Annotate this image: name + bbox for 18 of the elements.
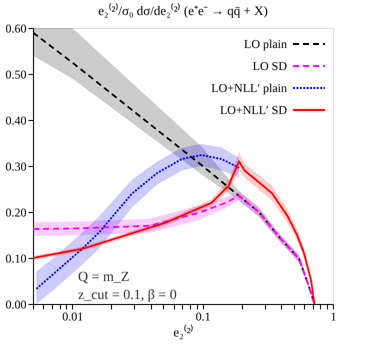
y-tick-label: 0.10 (6, 252, 26, 266)
y-tick-label: 0.40 (6, 114, 26, 128)
chart-title: e₂⁽²⁾/σ₀ dσ/de₂⁽²⁾ (e⁺e⁻ → qq̄ + X) (98, 3, 268, 18)
legend-label: LO SD (252, 59, 288, 73)
legend-label: LO+NLL′ plain (211, 81, 287, 95)
y-tick-label: 0.00 (6, 298, 26, 312)
y-tick-label: 0.50 (6, 68, 26, 82)
legend-label: LO plain (244, 37, 287, 51)
y-tick-label: 0.20 (6, 206, 26, 220)
x-tick-label: 0.01 (62, 310, 84, 324)
y-tick-label: 0.30 (6, 160, 26, 174)
x-tick-label: 1 (330, 310, 336, 324)
y-tick-label: 0.60 (6, 22, 26, 36)
x-tick-label: 0.1 (196, 310, 211, 324)
annotation: Q = m_Z (78, 270, 130, 285)
legend-label: LO+NLL′ SD (220, 103, 288, 117)
x-axis-title: e₂⁽²⁾ (173, 324, 194, 340)
annotation: z_cut = 0.1, β = 0 (78, 288, 177, 303)
